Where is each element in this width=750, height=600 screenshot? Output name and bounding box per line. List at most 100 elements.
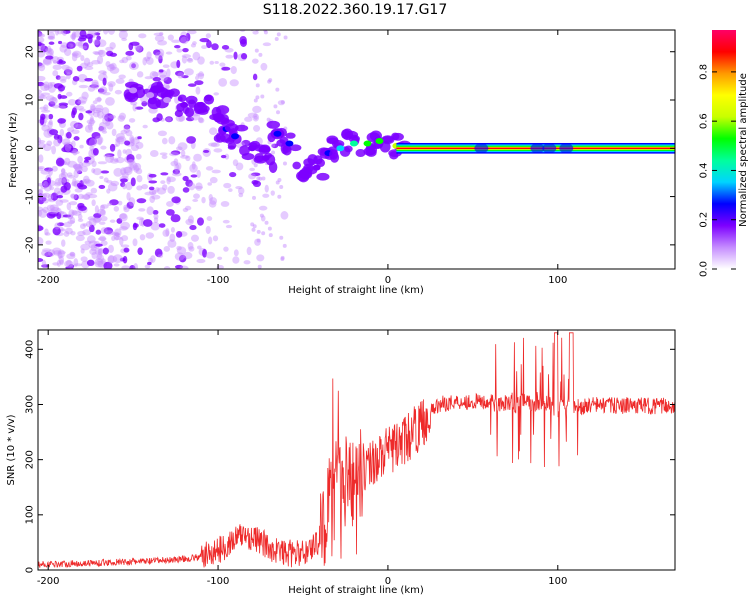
noise-blob bbox=[78, 108, 86, 112]
noise-blob bbox=[67, 213, 73, 220]
noise-blob bbox=[185, 218, 194, 226]
x-tick-label: -100 bbox=[207, 576, 230, 587]
noise-blob bbox=[185, 155, 191, 162]
noise-blob bbox=[174, 163, 180, 173]
noise-blob bbox=[73, 194, 79, 201]
noise-blob bbox=[38, 94, 47, 100]
noise-blob bbox=[165, 209, 175, 216]
noise-blob bbox=[214, 61, 219, 65]
noise-blob bbox=[189, 225, 197, 231]
noise-blob bbox=[228, 188, 233, 192]
noise-blob bbox=[142, 124, 148, 129]
noise-blob bbox=[70, 231, 76, 236]
noise-blob bbox=[139, 234, 146, 241]
noise-blob bbox=[176, 246, 187, 255]
noise-blob bbox=[182, 175, 189, 182]
noise-blob bbox=[258, 205, 268, 211]
noise-blob bbox=[146, 206, 154, 216]
noise-blob bbox=[98, 248, 104, 254]
noise-blob bbox=[153, 213, 159, 220]
noise-blob bbox=[73, 164, 83, 172]
noise-blob bbox=[63, 30, 71, 34]
noise-blob bbox=[59, 44, 68, 53]
noise-blob bbox=[163, 266, 171, 269]
ridge-blob bbox=[389, 151, 399, 160]
noise-blob bbox=[253, 124, 261, 132]
noise-blob bbox=[125, 55, 132, 61]
spectrogram-x-axis-label: Height of straight line (km) bbox=[288, 285, 424, 296]
noise-blob bbox=[48, 167, 53, 176]
noise-blob bbox=[57, 250, 66, 255]
noise-blob bbox=[71, 32, 76, 41]
noise-blob bbox=[205, 33, 212, 39]
noise-blob bbox=[84, 66, 94, 71]
noise-blob bbox=[93, 38, 101, 46]
ridge-peak bbox=[285, 140, 294, 147]
noise-blob bbox=[126, 201, 134, 209]
snr-y-axis-label: SNR (10 * v/v) bbox=[6, 414, 17, 485]
noise-blob bbox=[44, 228, 49, 236]
noise-blob bbox=[70, 193, 78, 200]
noise-blob bbox=[45, 240, 52, 245]
noise-blob bbox=[224, 153, 230, 160]
noise-blob bbox=[39, 116, 45, 125]
noise-blob bbox=[63, 48, 72, 57]
noise-blob bbox=[129, 135, 135, 144]
noise-blob bbox=[48, 35, 54, 40]
noise-blob bbox=[119, 257, 126, 262]
noise-blob bbox=[86, 259, 95, 267]
noise-blob bbox=[255, 95, 260, 100]
noise-blob bbox=[72, 148, 78, 156]
noise-blob bbox=[99, 204, 105, 211]
noise-blob bbox=[188, 182, 196, 191]
noise-blob bbox=[85, 179, 95, 187]
noise-blob bbox=[104, 120, 111, 127]
ridge-blob bbox=[303, 163, 314, 173]
noise-blob bbox=[38, 30, 43, 37]
noise-blob bbox=[222, 219, 230, 224]
noise-blob bbox=[154, 34, 165, 42]
noise-blob bbox=[58, 40, 63, 45]
noise-blob bbox=[77, 96, 88, 104]
noise-blob bbox=[177, 72, 185, 79]
noise-blob bbox=[118, 112, 127, 120]
noise-blob bbox=[169, 152, 179, 157]
noise-blob bbox=[252, 105, 262, 114]
ridge-blob bbox=[268, 161, 278, 173]
noise-blob bbox=[148, 186, 155, 191]
noise-blob bbox=[91, 132, 101, 139]
noise-blob bbox=[67, 127, 75, 133]
y-tick-label: 20 bbox=[25, 45, 36, 58]
noise-blob bbox=[262, 42, 272, 47]
noise-blob bbox=[61, 64, 70, 71]
noise-blob bbox=[135, 141, 144, 150]
noise-blob bbox=[189, 163, 198, 173]
noise-blob bbox=[99, 221, 106, 225]
noise-blob bbox=[84, 77, 94, 82]
noise-blob bbox=[51, 165, 58, 172]
noise-blob bbox=[40, 44, 46, 50]
noise-blob bbox=[106, 180, 113, 184]
noise-blob bbox=[172, 168, 180, 175]
noise-blob bbox=[89, 145, 94, 151]
noise-blob bbox=[71, 53, 78, 62]
noise-blob bbox=[102, 30, 109, 35]
noise-blob bbox=[72, 75, 80, 82]
noise-blob bbox=[256, 229, 261, 234]
noise-blob bbox=[225, 54, 234, 59]
noise-blob bbox=[92, 168, 102, 176]
noise-blob bbox=[80, 55, 85, 62]
noise-blob bbox=[180, 155, 189, 159]
noise-blob bbox=[60, 79, 67, 83]
noise-blob bbox=[256, 254, 265, 262]
noise-blob bbox=[112, 254, 123, 264]
noise-blob bbox=[184, 205, 192, 211]
ridge-peak bbox=[146, 92, 155, 99]
noise-blob bbox=[81, 45, 88, 50]
noise-blob bbox=[38, 167, 44, 172]
noise-blob bbox=[186, 57, 194, 63]
noise-blob bbox=[63, 222, 73, 228]
noise-blob bbox=[120, 181, 126, 188]
noise-blob bbox=[55, 75, 61, 80]
noise-blob bbox=[115, 138, 121, 147]
